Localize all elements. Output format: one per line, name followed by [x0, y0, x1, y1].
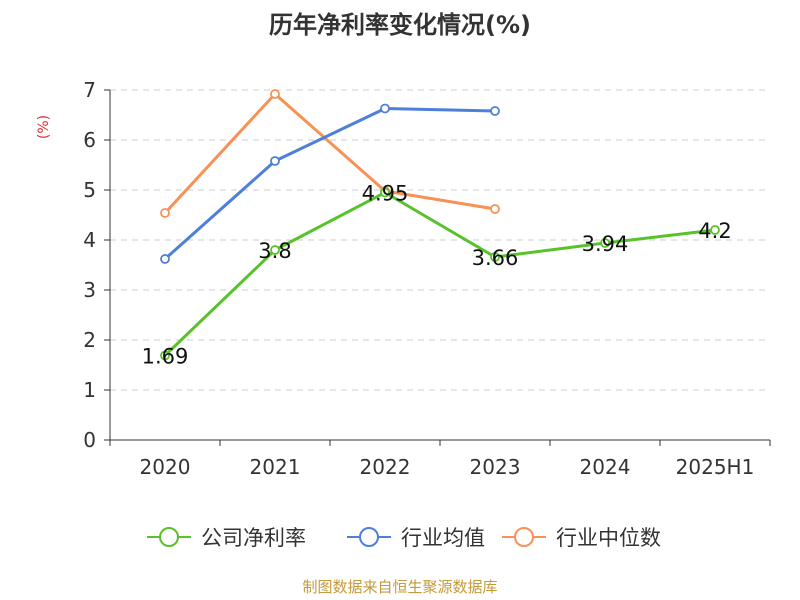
data-point — [270, 156, 280, 166]
data-point — [710, 225, 720, 235]
series-line — [163, 92, 496, 215]
data-point — [270, 89, 280, 99]
y-axis-unit-label: (%) — [36, 115, 52, 139]
legend-label: 行业均值 — [401, 526, 485, 550]
data-label: 3.66 — [472, 246, 519, 270]
data-label: 1.69 — [142, 345, 189, 369]
data-point — [600, 238, 610, 248]
x-tick-label: 2025H1 — [676, 455, 755, 479]
data-point — [380, 103, 390, 114]
data-point — [490, 252, 500, 262]
series-line — [163, 191, 716, 357]
grid-lines — [110, 89, 770, 391]
chart-title: 历年净利率变化情况(%) — [269, 11, 531, 39]
x-tick-label: 2022 — [360, 455, 411, 479]
x-tick-label: 2020 — [140, 455, 191, 479]
y-tick-label: 1 — [83, 378, 96, 402]
data-label: 4.95 — [362, 182, 409, 206]
y-tick-label: 6 — [83, 128, 96, 152]
x-tick-label: 2024 — [580, 455, 631, 479]
data-point — [160, 254, 170, 264]
data-label: 3.8 — [258, 239, 291, 263]
legend: 公司净利率 行业均值 行业中位数 — [147, 526, 661, 550]
data-point — [160, 208, 170, 218]
y-tick-label: 7 — [83, 78, 96, 102]
data-point — [490, 106, 500, 116]
tick-labels: 0 1 2 3 4 5 6 7 2020 2021 2022 2023 2024 2025H1 — [83, 78, 754, 479]
data-labels: 1.69 3.8 4.95 3.66 3.94 4.2 — [142, 182, 732, 369]
data-point — [160, 350, 170, 361]
x-tick-label: 2023 — [470, 455, 521, 479]
legend-marker — [159, 527, 179, 547]
data-point — [380, 187, 390, 198]
y-tick-label: 5 — [83, 178, 96, 202]
data-label: 4.2 — [698, 219, 731, 243]
source-note: 制图数据来自恒生聚源数据库 — [302, 578, 497, 596]
y-tick-label: 3 — [83, 278, 96, 302]
data-label: 3.94 — [582, 232, 629, 256]
series-line — [164, 107, 496, 261]
axes — [104, 89, 771, 446]
legend-label: 公司净利率 — [201, 526, 306, 550]
data-point — [490, 204, 500, 214]
data-point — [270, 245, 280, 255]
x-tick-label: 2021 — [250, 455, 301, 479]
legend-label: 行业中位数 — [556, 526, 661, 550]
legend-marker — [514, 527, 534, 547]
series-layer — [160, 89, 720, 361]
y-tick-label: 2 — [83, 328, 96, 352]
y-tick-label: 0 — [83, 428, 96, 452]
legend-marker — [359, 527, 379, 547]
y-tick-label: 4 — [83, 228, 96, 252]
